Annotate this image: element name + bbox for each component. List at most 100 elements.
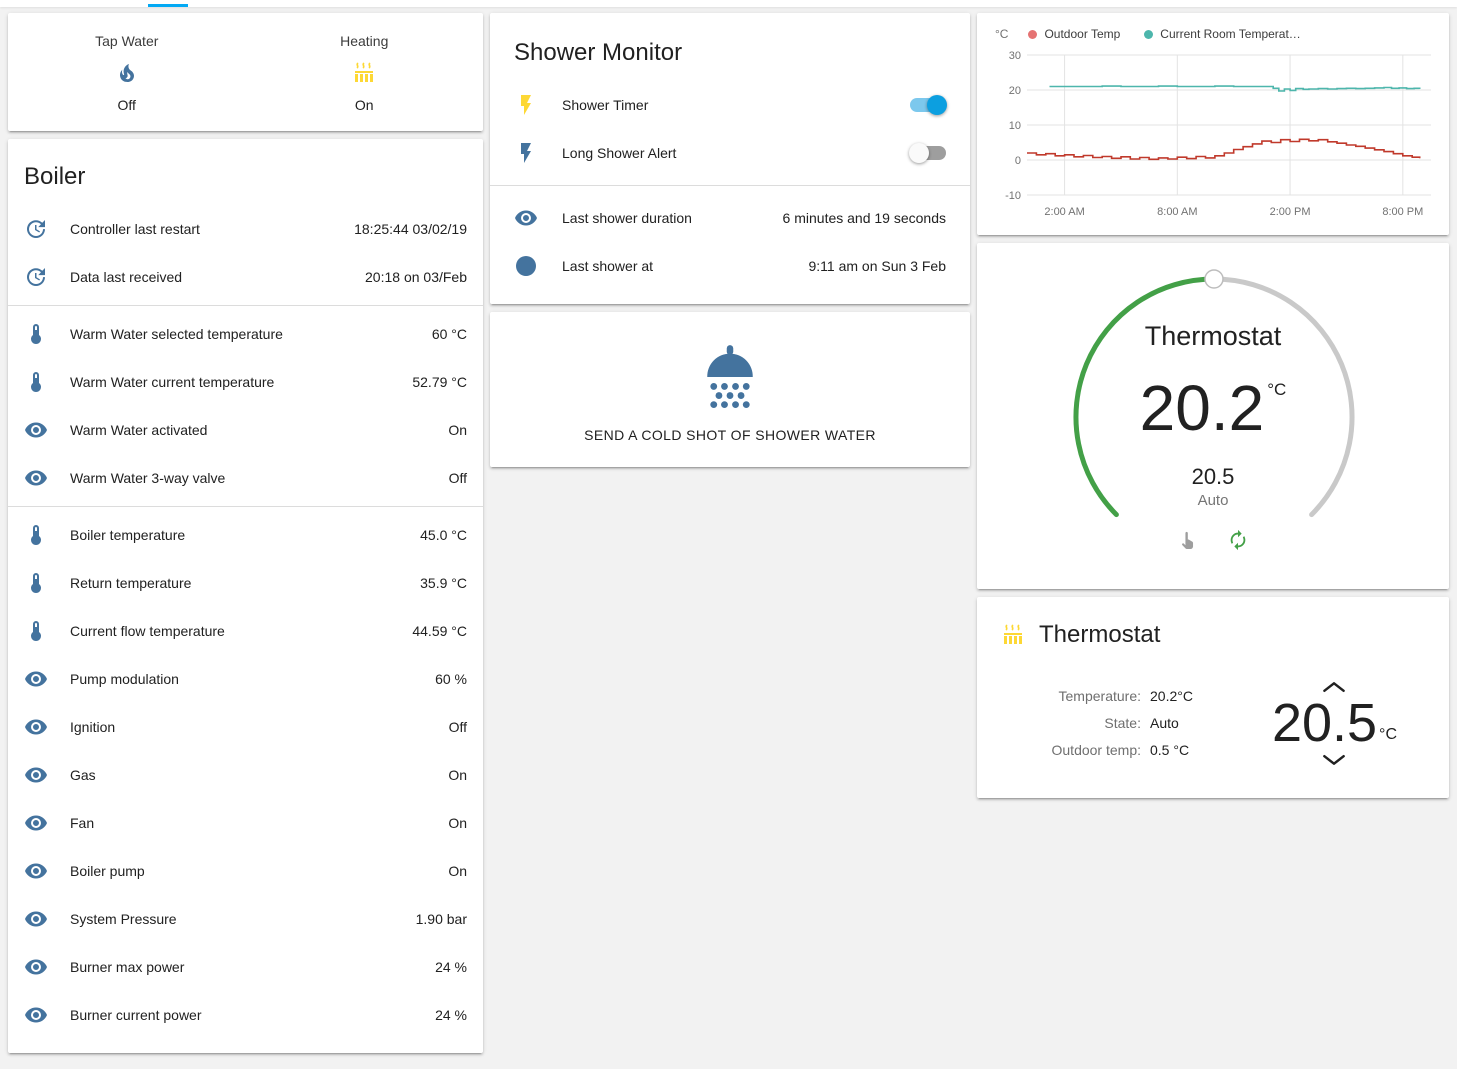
series-line-room-temp [1049, 85, 1421, 92]
entity-label: Controller last restart [70, 221, 200, 237]
thermostat-dial-svg [1073, 269, 1355, 518]
y-tick-label: 10 [1009, 120, 1021, 132]
history-chart-card: °C Outdoor Temp Current Room Temperat… 30… [977, 13, 1449, 235]
boiler-rows: Controller last restart 18:25:44 03/02/19… [8, 205, 483, 1039]
entity-value: 1.90 bar [415, 911, 467, 927]
entity-label: Burner current power [70, 1007, 202, 1023]
legend-dot [1028, 29, 1038, 39]
chevron-up-icon [1323, 682, 1346, 693]
entity-label: Warm Water activated [70, 422, 208, 438]
thermometer-icon [24, 619, 48, 643]
glance-items: Tap Water Off Heating On [8, 13, 483, 131]
autorenew-icon[interactable] [1227, 529, 1249, 551]
entity-row[interactable]: Burner max power 24 % [8, 943, 483, 991]
entity-value: On [448, 863, 467, 879]
hvac-mode: Auto [1197, 492, 1229, 509]
eye-icon [24, 859, 48, 883]
entity-value: On [448, 767, 467, 783]
shower-toggle-rows: Shower Timer Long Shower Alert [490, 81, 970, 177]
legend-label: Current Room Temperat… [1160, 27, 1301, 41]
attribute-label: Outdoor temp: [1051, 742, 1142, 759]
thermostat-dial-title: Thermostat [1144, 321, 1282, 351]
legend-item: Current Room Temperat… [1144, 27, 1301, 41]
chart-legend: °C Outdoor Temp Current Room Temperat… [993, 27, 1433, 41]
toggle-label: Long Shower Alert [562, 145, 677, 161]
shower-monitor-title: Shower Monitor [514, 39, 683, 66]
top-bar [0, 0, 1457, 7]
eye-icon [24, 907, 48, 931]
dial-mode-buttons [1177, 529, 1249, 551]
glance-item-tap-water[interactable]: Tap Water Off [8, 33, 246, 113]
thermostat-info-title-row: Thermostat [1001, 621, 1425, 649]
attribute-row: Outdoor temp: 0.5 °C [1029, 737, 1193, 764]
entity-row[interactable]: Data last received 20:18 on 03/Feb [8, 253, 483, 301]
thermostat-dial-overlay: Thermostat 20.2 °C 20.5 Auto [977, 243, 1449, 589]
eye-icon [24, 1003, 48, 1027]
entity-label: Ignition [70, 719, 116, 735]
shower-action-label: SEND A COLD SHOT OF SHOWER WATER [584, 427, 876, 443]
entity-row[interactable]: Current flow temperature 44.59 °C [8, 607, 483, 655]
shower-info-rows: Last shower duration 6 minutes and 19 sec… [490, 194, 970, 290]
temp-down-button[interactable] [1318, 751, 1350, 770]
dial-arc-inactive [1211, 276, 1355, 518]
toggle-thumb [927, 95, 947, 115]
toggle-thumb [909, 143, 929, 163]
entity-row[interactable]: Warm Water current temperature 52.79 °C [8, 358, 483, 406]
update-icon [24, 265, 48, 289]
entity-value: 60 °C [431, 326, 467, 342]
entity-value: 52.79 °C [412, 374, 467, 390]
entity-row[interactable]: System Pressure 1.90 bar [8, 895, 483, 943]
entity-row[interactable]: Last shower duration 6 minutes and 19 sec… [490, 194, 970, 242]
entity-row[interactable]: Boiler temperature 45.0 °C [8, 511, 483, 559]
entity-row[interactable]: Controller last restart 18:25:44 03/02/19 [8, 205, 483, 253]
eye-icon [24, 811, 48, 835]
divider [8, 506, 483, 507]
shower-action-card[interactable]: SEND A COLD SHOT OF SHOWER WATER [490, 312, 970, 467]
setpoint-number: 20.5 [1271, 693, 1378, 753]
toggle-switch[interactable] [910, 95, 947, 115]
radiator-icon [352, 61, 376, 85]
entity-value: On [448, 422, 467, 438]
glance-card: Tap Water Off Heating On [8, 13, 483, 131]
entity-label: Warm Water current temperature [70, 374, 275, 390]
hand-pointer-icon[interactable] [1177, 529, 1199, 551]
series-line-outdoor-temp [1027, 138, 1421, 161]
shower-head-icon [691, 338, 769, 416]
entity-row[interactable]: Boiler pump On [8, 847, 483, 895]
entity-value: 9:11 am on Sun 3 Feb [808, 258, 947, 274]
current-temperature-unit: °C [1267, 380, 1287, 399]
temp-up-button[interactable] [1318, 677, 1350, 696]
entity-row[interactable]: Pump modulation 60 % [8, 655, 483, 703]
entity-row[interactable]: Warm Water activated On [8, 406, 483, 454]
history-chart-svg: 30 20 10 0 -10 2:00 AM 8:00 AM 2:00 PM 8:00 PM [1005, 50, 1431, 218]
glance-item-heating[interactable]: Heating On [246, 33, 484, 113]
update-icon [24, 217, 48, 241]
column-left: Tap Water Off Heating On Boiler Controller … [8, 13, 483, 1061]
entity-row[interactable]: Return temperature 35.9 °C [8, 559, 483, 607]
entity-value: 6 minutes and 19 seconds [782, 210, 946, 226]
entity-row[interactable]: Warm Water 3-way valve Off [8, 454, 483, 502]
toggle-switch[interactable] [909, 143, 946, 163]
entity-value: 44.59 °C [412, 623, 467, 639]
entity-row[interactable]: Gas On [8, 751, 483, 799]
entity-row[interactable]: Last shower at 9:11 am on Sun 3 Feb [490, 242, 970, 290]
entity-row[interactable]: Warm Water selected temperature 60 °C [8, 310, 483, 358]
glance-item-state: On [354, 97, 374, 113]
entity-label: System Pressure [70, 911, 177, 927]
entity-row[interactable]: Burner current power 24 % [8, 991, 483, 1039]
dial-handle[interactable] [1204, 269, 1224, 289]
flash-icon [514, 141, 538, 165]
chevron-down-icon [1323, 755, 1346, 766]
entity-value: 20:18 on 03/Feb [365, 269, 467, 285]
entity-row[interactable]: Fan On [8, 799, 483, 847]
entity-label: Burner max power [70, 959, 185, 975]
attribute-label: Temperature: [1058, 688, 1141, 705]
entity-row[interactable]: Ignition Off [8, 703, 483, 751]
glance-item-state: Off [117, 97, 136, 113]
eye-icon [24, 955, 48, 979]
entity-value: 35.9 °C [420, 575, 467, 591]
legend-dot [1144, 29, 1154, 39]
entity-label: Boiler temperature [70, 527, 186, 543]
thermometer-icon [24, 322, 48, 346]
x-tick-label: 2:00 PM [1270, 206, 1311, 218]
